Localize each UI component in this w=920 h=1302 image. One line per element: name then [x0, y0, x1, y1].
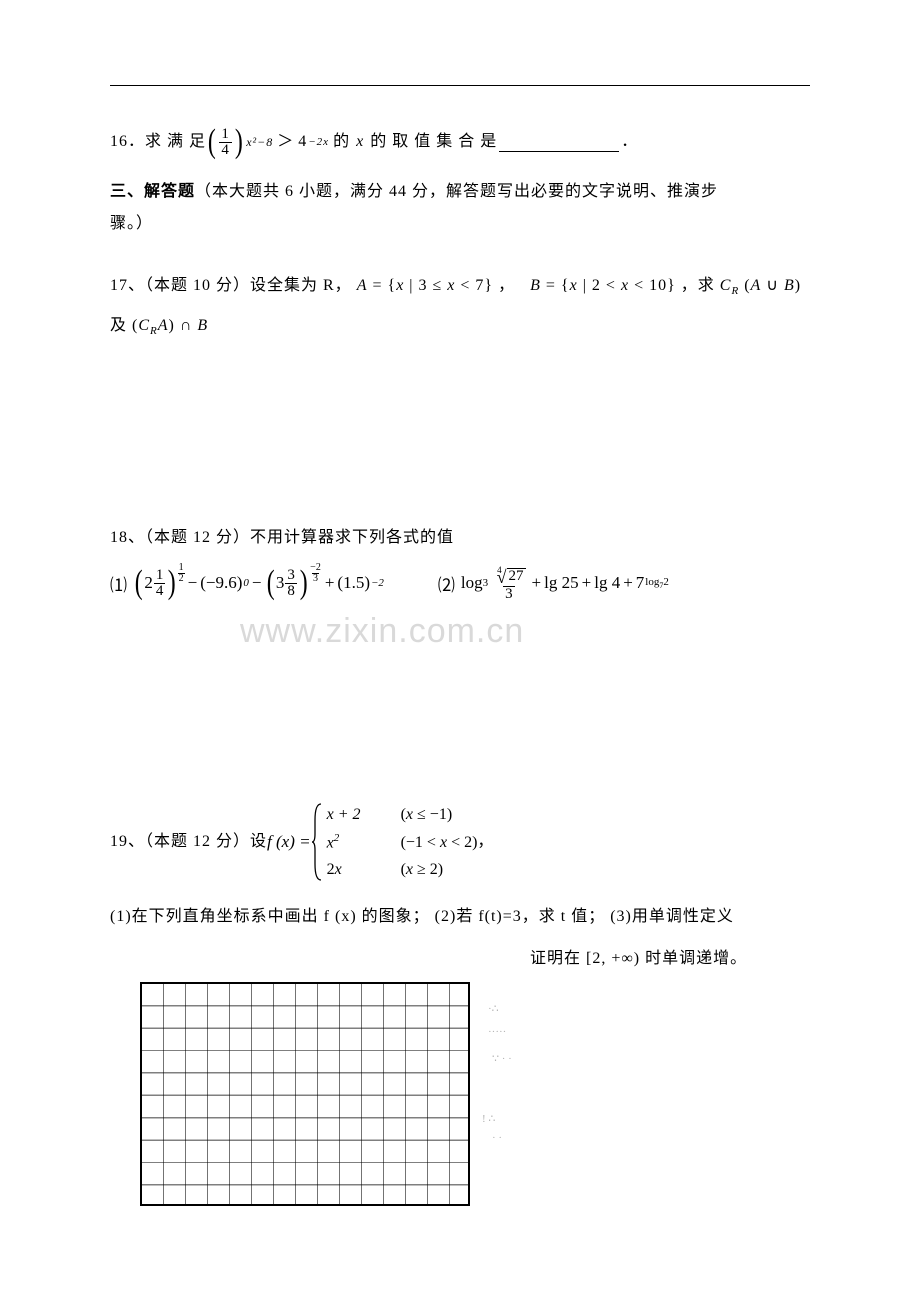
scan-noise: ·∴ — [488, 1002, 499, 1015]
q17-CR-sub: R — [731, 285, 739, 297]
page: 16． 求 满 足 ( 1 4 ) x²−8 ＞ 4 −2x 的 x 的 取 值… — [0, 0, 920, 1302]
q17-cap: ∩ — [180, 317, 198, 334]
q17-B: B — [530, 277, 541, 294]
question-16: 16． 求 满 足 ( 1 4 ) x²−8 ＞ 4 −2x 的 x 的 取 值… — [110, 126, 810, 158]
q17-paren-r: ) — [169, 317, 175, 334]
top-rule — [110, 85, 810, 86]
q17-eq1: = — [372, 277, 387, 294]
question-18-body: ⑴ ( 2 14 ) 12 − (−9.6)0 − ( 3 38 ) −23 +… — [110, 564, 810, 602]
q19-sub2: (2)若 f(t)=3，求 t 值； — [435, 908, 606, 925]
q16-pre: 求 满 足 — [145, 126, 206, 158]
section-3-rest2: 骤。） — [110, 215, 153, 232]
question-17-line2: 及 (CRA) ∩ B — [110, 310, 810, 342]
q17-line2-pre: 及 — [110, 317, 127, 334]
q19-pre: 19、（本题 12 分）设 — [110, 826, 267, 858]
coordinate-grid[interactable] — [140, 982, 470, 1206]
q16-rbase: 4 — [298, 126, 307, 158]
q16-blank[interactable] — [499, 132, 619, 151]
q19-sub3: (3)用单调性定义 — [610, 908, 734, 925]
scan-noise: ∵ · · — [492, 1052, 512, 1065]
q19-comma: ， — [477, 826, 494, 858]
q19-fx: f (x) = — [267, 832, 311, 852]
coordinate-grid-area: ·∴ ····· ∵ · · ! ∴ · · — [140, 982, 810, 1206]
q16-mid: 的 — [333, 126, 350, 158]
q17-eq2: = — [546, 277, 561, 294]
q16-lhs-exp: x²−8 — [246, 130, 273, 154]
q16-number: 16． — [110, 126, 145, 158]
q17-A: A — [357, 277, 368, 294]
q17-CR2-sub: R — [150, 325, 158, 337]
q19-sub1: (1)在下列直角坐标系中画出 f (x) 的图象； — [110, 908, 430, 925]
section-3: 三、解答题（本大题共 6 小题，满分 44 分，解答题写出必要的文字说明、推演步… — [110, 176, 810, 240]
scan-noise: ! ∴ — [482, 1112, 495, 1125]
q17-CR2: C — [138, 317, 150, 334]
section-3-label: 三、解答题 — [110, 183, 195, 200]
q17-B-set: {x | 2 < x < 10} — [561, 277, 676, 294]
section-3-rest1: （本大题共 6 小题，满分 44 分，解答题写出必要的文字说明、推演步 — [195, 183, 718, 200]
q18-p2-label: ⑵ — [438, 571, 455, 596]
question-17-line1: 17、（本题 10 分）设全集为 R， A = {x | 3 ≤ x < 7} … — [110, 270, 810, 302]
q17-comma1: ， — [498, 277, 515, 294]
q17-AuB: (A ∪ B) — [744, 277, 801, 294]
scan-noise: ····· — [488, 1026, 506, 1038]
q16-gt: ＞ — [277, 126, 294, 158]
q16-lhs: ( 1 4 ) — [206, 127, 245, 158]
q17-comma2: ，求 — [681, 277, 720, 294]
question-19-head: 19、（本题 12 分）设 f (x) = x + 2(x ≤ −1) x2(−… — [110, 801, 810, 883]
q18-part2: ⑵ log3 4 √ 27 3 + lg 25 + lg 4 + 7log72 — [438, 564, 669, 602]
q17-A-set: {x | 3 ≤ x < 7} — [388, 277, 494, 294]
q18-p1-label: ⑴ — [110, 571, 127, 596]
q16-var: x — [356, 126, 364, 158]
brace-icon — [311, 802, 323, 882]
q17-head: 17、（本题 10 分）设全集为 R， — [110, 277, 352, 294]
question-19-subparts: (1)在下列直角坐标系中画出 f (x) 的图象； (2)若 f(t)=3，求 … — [110, 899, 810, 934]
q18-part1: ⑴ ( 2 14 ) 12 − (−9.6)0 − ( 3 38 ) −23 +… — [110, 568, 384, 599]
q16-rexp: −2x — [308, 131, 329, 153]
q17-B2: B — [197, 317, 208, 334]
q19-piecewise: x + 2(x ≤ −1) x2(−1 < x < 2) 2x(x ≥ 2) — [311, 801, 478, 883]
watermark: www.zixin.com.cn — [240, 612, 810, 651]
q17-A2: A — [158, 317, 169, 334]
q16-tail: ． — [621, 126, 638, 158]
question-19-subline2: 证明在 [2, +∞) 时单调递增。 — [530, 944, 810, 968]
q16-post: 的 取 值 集 合 是 — [370, 126, 497, 158]
question-18-head: 18、（本题 12 分）不用计算器求下列各式的值 — [110, 522, 810, 554]
q18-p2-seven-exp: log72 — [645, 576, 669, 590]
q17-CR: C — [720, 277, 732, 294]
scan-noise: · · — [492, 1132, 502, 1144]
